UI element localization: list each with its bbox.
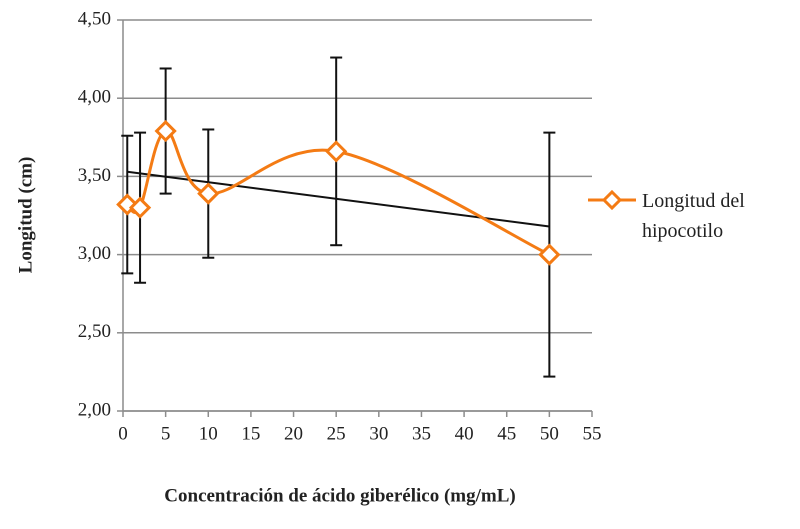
x-tick-label: 25: [327, 423, 346, 444]
y-tick-label: 2,00: [78, 399, 111, 420]
x-tick-label: 40: [455, 423, 474, 444]
x-tick-label: 35: [412, 423, 431, 444]
y-axis-title: Longitud (cm): [15, 157, 36, 274]
x-tick-label: 0: [118, 423, 128, 444]
legend-marker: [601, 189, 623, 211]
x-tick-label: 5: [161, 423, 171, 444]
y-tick-label: 4,00: [78, 87, 111, 108]
marker: [538, 243, 561, 266]
x-tick-label: 45: [497, 423, 516, 444]
x-tick-label: 30: [369, 423, 388, 444]
marker: [128, 196, 152, 219]
marker: [325, 140, 348, 163]
x-tick-label: 50: [540, 423, 559, 444]
marker: [197, 182, 220, 205]
x-tick-label: 10: [199, 423, 218, 444]
x-tick-label: 55: [583, 423, 602, 444]
y-tick-label: 4,50: [78, 8, 111, 29]
marker: [154, 119, 177, 143]
marker: [116, 193, 139, 216]
y-tick-label: 3,00: [78, 243, 111, 264]
y-tick-label: 2,50: [78, 321, 111, 342]
y-tick-label: 3,50: [78, 165, 111, 186]
x-tick-label: 20: [284, 423, 303, 444]
legend-label: Longitud del hipocotilo: [642, 190, 745, 242]
x-tick-label: 15: [241, 423, 260, 444]
x-axis-title: Concentración de ácido giberélico (mg/mL…: [164, 485, 515, 506]
